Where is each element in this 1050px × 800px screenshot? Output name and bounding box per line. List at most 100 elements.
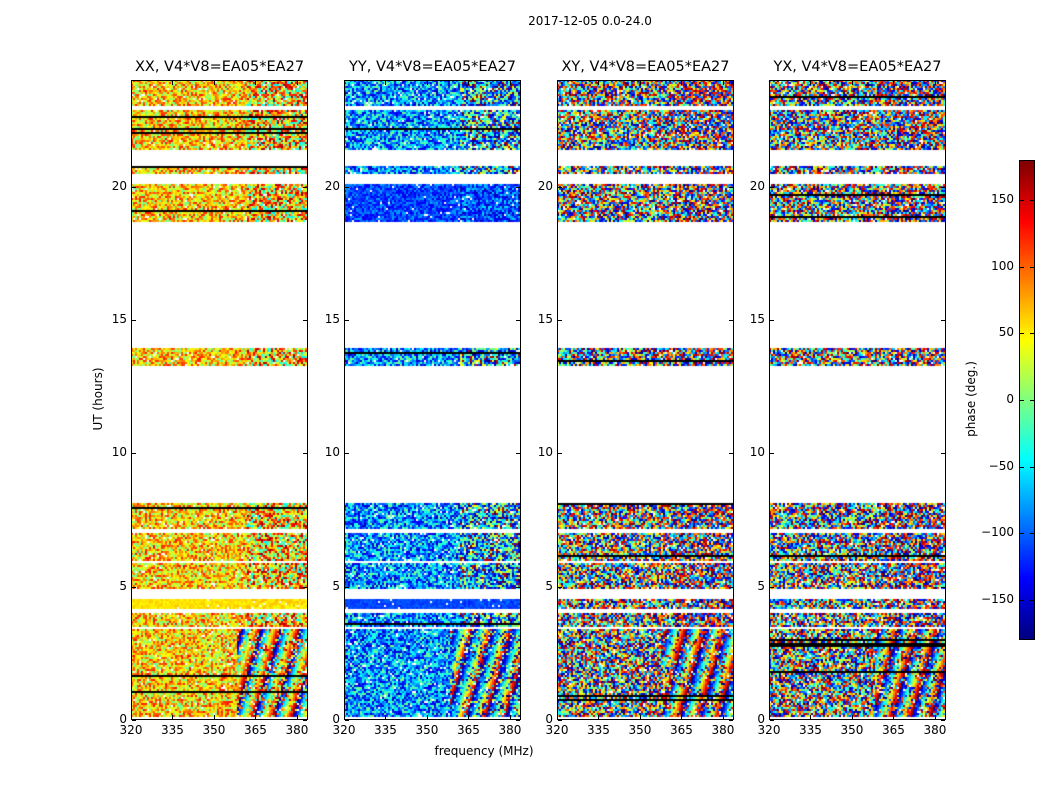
x-tick-mark [131,715,132,719]
x-tick-mark [769,715,770,719]
y-tick-mark [770,720,774,721]
heatmap-panel [131,80,308,721]
colorbar-tick-mark [1020,466,1024,468]
colorbar-gradient [1020,161,1034,639]
y-tick-mark [729,586,733,588]
x-tick-mark [213,81,215,85]
panel-title: XY, V4*V8=EA05*EA27 [561,59,730,75]
y-tick-mark [345,720,349,721]
y-tick-mark [941,453,945,455]
y-tick-mark [770,320,774,321]
x-tick-label: 320 [332,723,356,737]
heatmap-cells [770,81,945,719]
x-tick-mark [722,81,724,85]
x-tick-label: 380 [498,723,522,737]
colorbar-tick-mark [1030,533,1034,535]
y-tick-label: 0 [545,712,553,726]
y-tick-label: 15 [111,312,127,326]
x-tick-mark [468,81,470,85]
y-tick-mark [770,453,774,455]
y-tick-mark [770,186,774,188]
y-tick-mark [303,453,307,455]
y-tick-mark [132,320,136,321]
y-tick-mark [132,453,136,455]
x-tick-mark [934,715,936,719]
y-tick-mark [345,453,349,455]
x-tick-mark [385,81,387,85]
y-tick-mark [516,453,520,455]
y-tick-mark [516,320,520,321]
y-tick-label: 0 [332,712,340,726]
x-tick-label: 320 [545,723,569,737]
colorbar-tick-mark [1030,200,1034,201]
colorbar-tick-mark [1030,466,1034,468]
x-tick-mark [509,715,511,719]
colorbar-tick-label: −50 [988,458,1014,473]
figure-title: 2017-12-05 0.0-24.0 [528,14,652,28]
x-tick-label: 350 [840,723,864,737]
heatmap-cells [345,81,520,719]
x-tick-mark [344,715,345,719]
y-tick-label: 0 [757,712,765,726]
y-tick-label: 15 [324,312,340,326]
x-tick-mark [893,81,895,85]
x-tick-label: 350 [628,723,652,737]
x-tick-mark [385,715,387,719]
x-tick-mark [131,81,132,85]
y-tick-mark [303,320,307,321]
x-tick-mark [172,81,174,85]
y-tick-mark [729,720,733,721]
x-tick-mark [639,715,641,719]
x-tick-mark [255,81,257,85]
colorbar-tick-label: 100 [991,258,1014,273]
y-tick-mark [345,320,349,321]
x-tick-mark [598,81,600,85]
colorbar-tick-label: 50 [998,325,1014,340]
y-tick-label: 20 [537,178,553,193]
x-tick-mark [769,81,770,85]
x-tick-mark [557,81,558,85]
x-tick-mark [344,81,345,85]
x-tick-mark [722,715,724,719]
y-tick-label: 5 [545,578,553,593]
colorbar-tick-mark [1020,333,1024,335]
y-tick-mark [303,586,307,588]
x-tick-mark [296,81,298,85]
y-tick-mark [941,186,945,188]
y-tick-mark [132,586,136,588]
colorbar-tick-mark [1020,533,1024,535]
colorbar-tick-mark [1030,333,1034,335]
x-tick-label: 365 [457,723,480,737]
y-tick-label: 0 [119,712,127,726]
y-tick-label: 5 [119,578,127,593]
y-tick-mark [558,453,562,455]
y-tick-mark [132,720,136,721]
y-tick-mark [770,586,774,588]
x-tick-mark [296,715,298,719]
x-tick-mark [810,715,812,719]
x-tick-mark [426,715,428,719]
x-tick-mark [213,715,215,719]
x-tick-label: 335 [799,723,822,737]
y-tick-label: 20 [324,178,340,193]
x-tick-label: 350 [202,723,226,737]
x-axis-label: frequency (MHz) [434,744,534,758]
heatmap-panel [344,80,521,721]
panel-title: YX, V4*V8=EA05*EA27 [773,59,942,75]
y-tick-mark [941,586,945,588]
x-tick-mark [639,81,641,85]
colorbar-tick-mark [1030,400,1034,401]
y-tick-mark [558,320,562,321]
x-tick-mark [681,81,683,85]
y-axis-label: UT (hours) [91,367,105,431]
y-tick-mark [345,186,349,188]
y-tick-mark [516,186,520,188]
heatmap-panel [557,80,734,721]
x-tick-mark [468,715,470,719]
heatmap-panel [769,80,946,721]
x-tick-label: 380 [285,723,309,737]
x-tick-mark [557,715,558,719]
colorbar-tick-mark [1020,400,1024,401]
x-tick-mark [851,81,853,85]
y-tick-label: 10 [537,445,553,460]
